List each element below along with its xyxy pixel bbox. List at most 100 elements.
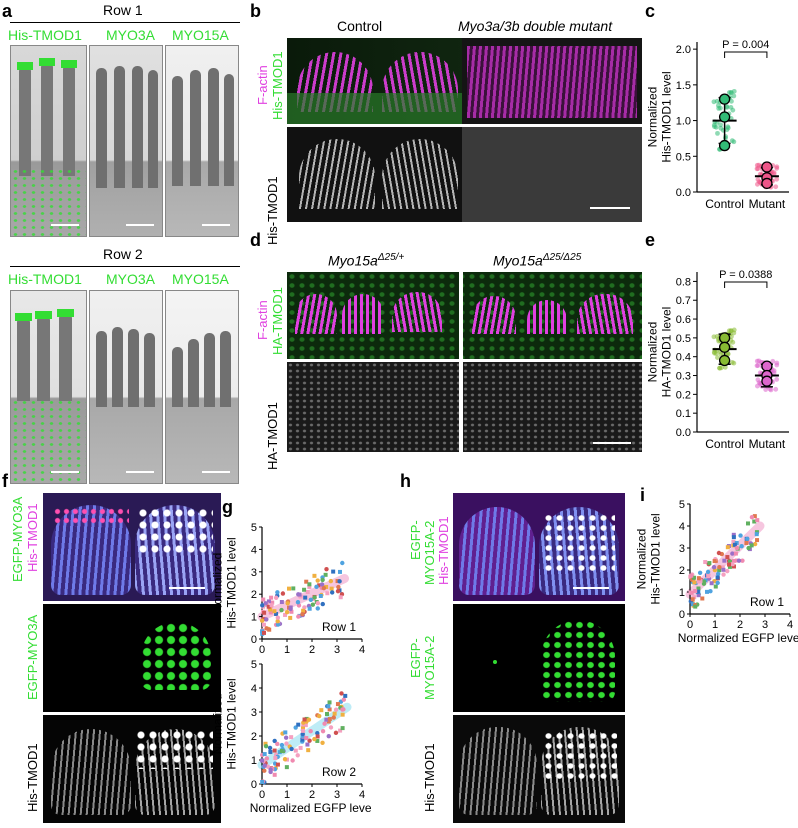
data-point <box>279 607 284 613</box>
data-point <box>755 518 760 523</box>
data-point <box>752 519 757 524</box>
a-row1-img1 <box>10 45 87 237</box>
data-point <box>262 610 267 615</box>
data-point <box>754 162 760 168</box>
data-point <box>269 595 274 600</box>
data-point <box>263 741 268 746</box>
data-point <box>267 627 272 632</box>
data-point <box>738 533 743 538</box>
data-point <box>696 586 701 591</box>
data-point <box>312 736 317 742</box>
data-point <box>721 572 726 577</box>
data-point <box>731 535 736 540</box>
data-point <box>725 555 730 560</box>
x-axis-label: Normalized EGFP level <box>678 631 798 645</box>
data-point <box>304 579 309 584</box>
data-point <box>317 583 322 588</box>
data-point <box>725 351 731 357</box>
replicate-point <box>718 341 731 353</box>
y-axis-label: NormalizedHis-TMOD1 level <box>212 537 238 628</box>
data-point <box>320 740 325 745</box>
data-point <box>300 737 305 742</box>
data-point <box>730 107 736 113</box>
x-tick-label: 2 <box>309 789 315 801</box>
data-point <box>285 601 290 606</box>
data-point <box>301 728 306 733</box>
a-row2-img1 <box>10 290 87 484</box>
data-point <box>722 364 728 370</box>
data-point <box>325 591 330 596</box>
y-tick-label: 5 <box>251 659 257 671</box>
y-tick-label: 0.0 <box>676 427 691 439</box>
data-point <box>262 763 267 768</box>
y-tick-label: 2 <box>679 565 685 577</box>
data-point <box>326 704 331 709</box>
data-point <box>315 730 320 736</box>
data-point <box>689 590 694 595</box>
data-point <box>696 579 701 584</box>
data-point <box>337 569 342 574</box>
data-point <box>745 536 750 542</box>
data-point <box>310 602 316 607</box>
data-point <box>262 752 267 757</box>
replicate-point <box>761 375 773 387</box>
data-point <box>774 165 780 171</box>
data-point <box>289 746 294 752</box>
data-point <box>773 386 779 392</box>
data-point <box>329 586 334 591</box>
data-point <box>338 595 343 600</box>
data-point <box>261 622 266 627</box>
data-point <box>335 702 340 707</box>
replicate-point <box>761 161 773 173</box>
data-point <box>749 515 755 520</box>
data-point <box>733 551 738 556</box>
data-point <box>289 735 294 740</box>
data-point <box>260 779 265 784</box>
data-point <box>307 582 312 587</box>
data-point <box>729 138 735 144</box>
b-col-mutant: Myo3a/3b double mutant <box>458 18 613 34</box>
chart-e: 0.0 0.1 0.2 0.3 0.4 0.5 0.6 0.7 0.8 NormalizedHA-… <box>646 269 789 451</box>
data-point <box>272 738 277 744</box>
data-point <box>315 578 320 583</box>
data-point <box>301 608 306 613</box>
x-tick-label: 4 <box>359 644 365 656</box>
data-point <box>723 135 728 141</box>
data-point <box>746 545 751 551</box>
data-point <box>320 601 325 607</box>
data-point <box>315 606 320 611</box>
data-point <box>333 730 339 736</box>
y-tick-label: 0.7 <box>676 295 691 307</box>
data-point <box>690 602 695 607</box>
data-point <box>302 605 307 610</box>
data-point <box>724 104 730 110</box>
replicate-point <box>718 111 731 123</box>
data-point <box>266 604 271 609</box>
data-point <box>693 589 698 594</box>
y-axis-label: NormalizedHis-TMOD1 level <box>212 678 238 769</box>
data-point <box>308 728 313 734</box>
replicate-point <box>761 177 773 190</box>
data-point <box>707 561 712 566</box>
data-point <box>319 708 324 713</box>
data-point <box>312 595 317 600</box>
data-point <box>732 542 737 547</box>
data-point <box>730 551 735 556</box>
a-row1-ch3: MYO15A <box>172 27 229 43</box>
data-point <box>730 562 735 567</box>
data-point <box>329 590 335 595</box>
data-point <box>273 756 278 761</box>
data-point <box>266 599 271 604</box>
y-tick-label: 2 <box>251 731 257 743</box>
p-value: P = 0.0388 <box>719 269 772 281</box>
data-point <box>291 586 296 591</box>
data-point <box>754 166 760 172</box>
data-point <box>693 604 698 609</box>
x-axis-label: Normalized EGFP level <box>250 801 372 815</box>
data-point <box>691 575 696 580</box>
data-point <box>335 588 341 594</box>
a-row2-img3 <box>165 290 239 484</box>
data-point <box>736 558 742 563</box>
h-side-egfp-a: EGFP- <box>408 520 423 560</box>
data-point <box>296 614 301 619</box>
